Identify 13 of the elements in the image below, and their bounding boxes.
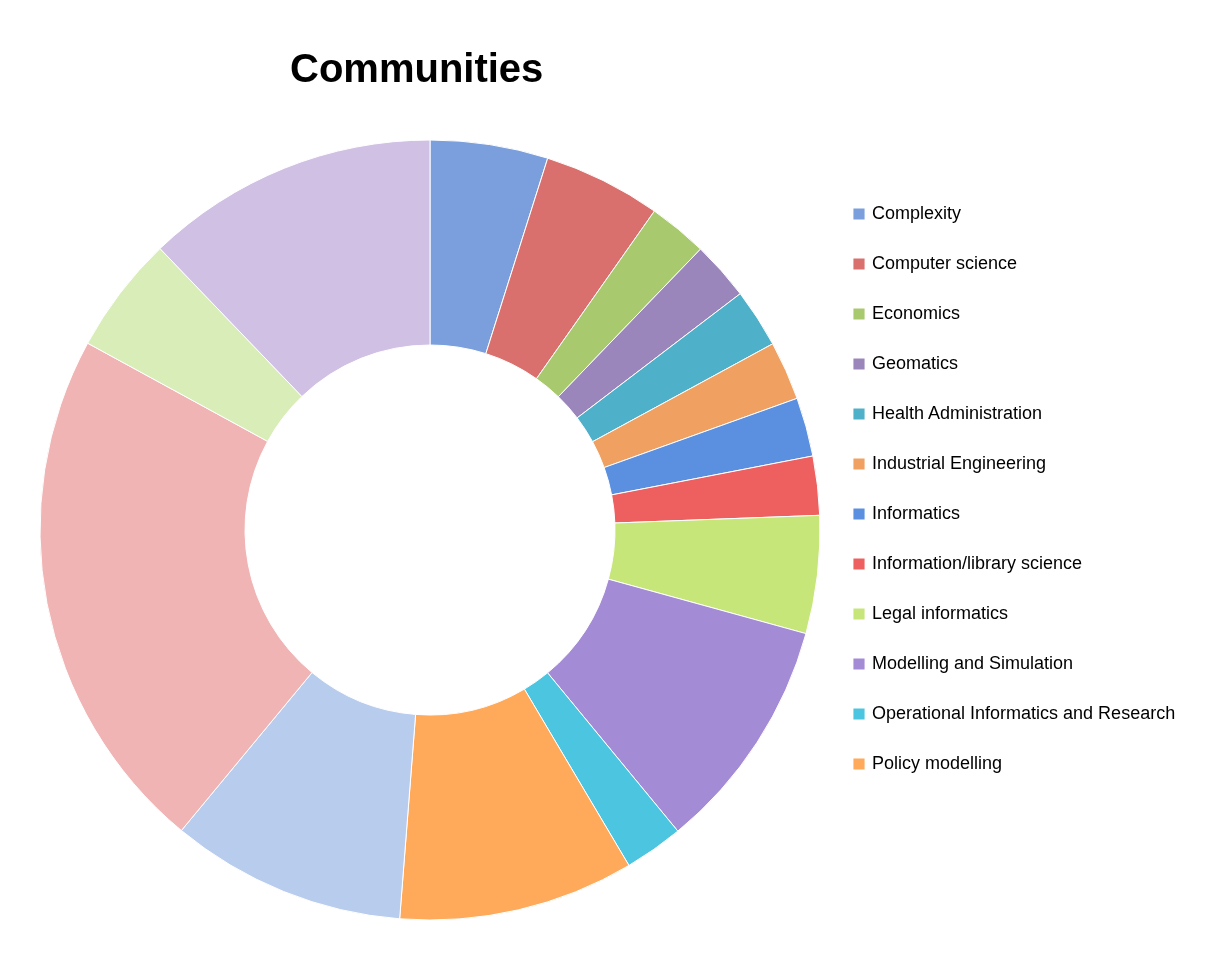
legend-label: Modelling and Simulation — [872, 653, 1074, 673]
legend-label: Economics — [872, 303, 961, 323]
legend-label: Geomatics — [872, 353, 959, 373]
legend-label: Policy modelling — [872, 753, 1003, 773]
legend-label: Computer science — [872, 253, 1018, 273]
legend-label: Information/library science — [872, 553, 1083, 573]
legend-label: Operational Informatics and Research — [872, 703, 1176, 723]
chart-title: Communities — [290, 46, 544, 90]
legend-label: Industrial Engineering — [872, 453, 1047, 473]
legend-label: Informatics — [872, 503, 961, 523]
legend-label: Health Administration — [872, 403, 1043, 423]
legend-label: Complexity — [872, 203, 962, 223]
legend-label: Legal informatics — [872, 603, 1009, 623]
